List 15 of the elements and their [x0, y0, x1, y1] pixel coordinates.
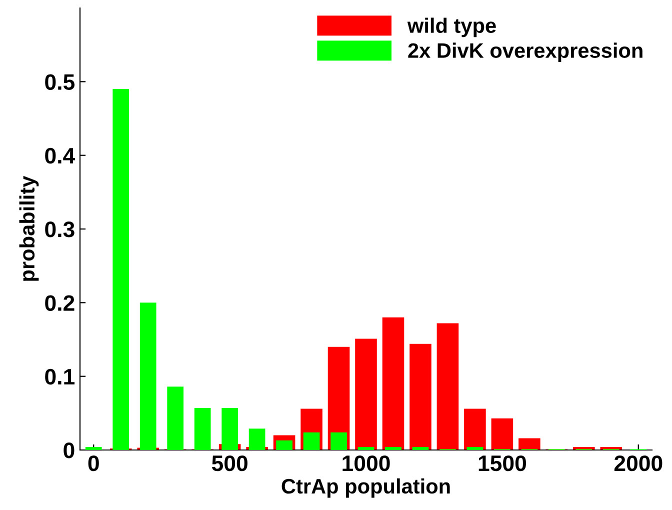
y-tick-label: 0.2 — [45, 295, 74, 311]
y-tick-label: 0 — [64, 442, 74, 458]
y-tick-label: 0.5 — [45, 74, 75, 90]
y-tick-label: 0.4 — [45, 148, 76, 164]
y-tick-label: 0.1 — [45, 368, 75, 385]
y-axis-title: probability — [19, 176, 39, 281]
y-tick-label: 0.3 — [45, 222, 74, 238]
x-axis-title: CtrAp population — [282, 478, 450, 498]
legend-label: wild type — [407, 18, 496, 38]
x-tick-label: 500 — [212, 455, 248, 472]
x-tick-label: 2000 — [614, 455, 662, 472]
x-tick-label: 0 — [88, 455, 99, 472]
legend-label: 2x DivK overexpression — [408, 42, 642, 62]
x-tick-label: 1000 — [342, 455, 390, 472]
x-tick-label: 1500 — [478, 455, 526, 472]
